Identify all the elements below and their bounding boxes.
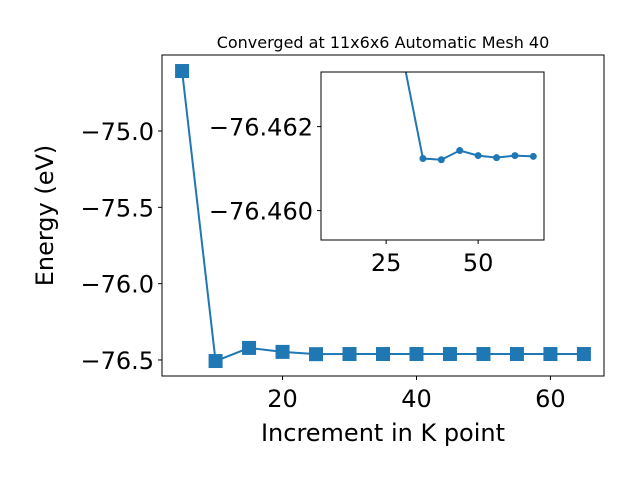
marker (543, 347, 558, 362)
marker (493, 154, 501, 162)
x-tick-label: 60 (535, 385, 566, 413)
plot-frame (320, 71, 545, 241)
marker (456, 147, 464, 155)
x-axis-label: Increment in K point (261, 419, 505, 447)
marker (242, 340, 257, 355)
y-tick-label: −76.462 (209, 114, 313, 142)
marker (175, 64, 190, 79)
marker (474, 152, 482, 160)
plot-frame (161, 54, 605, 377)
marker (576, 347, 591, 362)
x-tick-label: 50 (463, 249, 494, 277)
x-tick-label: 40 (401, 385, 432, 413)
marker (342, 347, 357, 362)
y-tick-label: −75.5 (80, 194, 154, 222)
x-tick-label: 25 (371, 249, 402, 277)
marker (275, 344, 290, 359)
marker (529, 152, 537, 160)
marker (409, 347, 424, 362)
plot-area (175, 64, 591, 369)
marker (309, 347, 324, 362)
y-axis-label: Energy (eV) (31, 145, 59, 287)
chart-title: Converged at 11x6x6 Automatic Mesh 40 (217, 33, 550, 52)
marker (442, 347, 457, 362)
marker (419, 155, 427, 163)
y-tick-label: −76.5 (80, 347, 154, 375)
plot-area (404, 72, 537, 164)
marker (376, 347, 390, 362)
y-tick-label: −76.0 (80, 271, 154, 299)
x-tick-label: 20 (267, 385, 298, 413)
y-tick-label: −76.460 (209, 198, 313, 226)
marker (437, 156, 445, 164)
marker (509, 347, 524, 362)
y-tick-label: −75.0 (80, 118, 154, 146)
marker (476, 347, 491, 362)
marker (511, 152, 519, 160)
marker (208, 354, 223, 369)
